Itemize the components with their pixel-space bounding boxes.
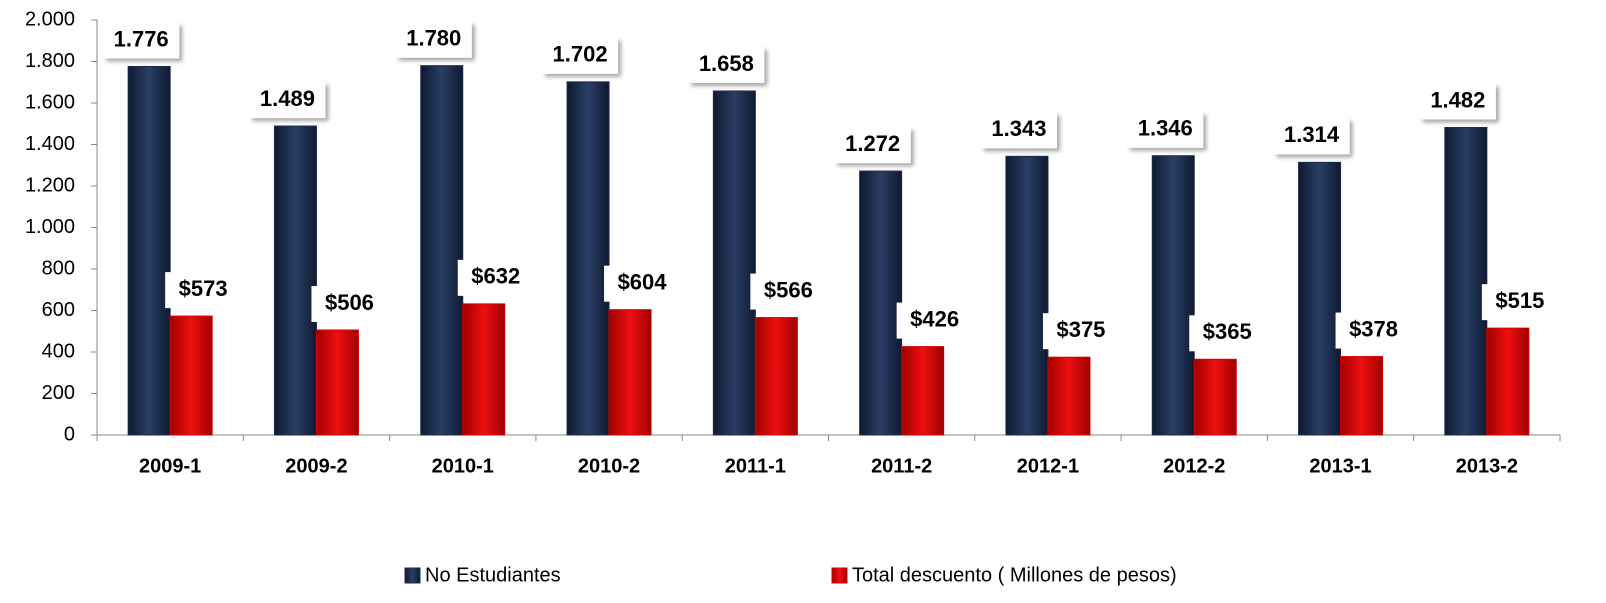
- label-box: [249, 82, 326, 119]
- bar: [315, 329, 359, 436]
- label-box: [604, 265, 681, 302]
- bar: [127, 65, 171, 436]
- label-box: [980, 112, 1057, 149]
- y-tick-label: 1.200: [25, 174, 75, 196]
- label-box: [688, 46, 765, 83]
- data-label: 1.658: [699, 51, 754, 76]
- label-box: [395, 21, 472, 58]
- y-tick-label: 0: [64, 423, 75, 445]
- y-tick-label: 1.000: [25, 216, 75, 238]
- bar: [1298, 161, 1342, 436]
- bar: [1193, 358, 1237, 436]
- data-label: 1.343: [991, 116, 1046, 141]
- data-label: 1.314: [1284, 122, 1340, 147]
- y-tick-label: 1.400: [25, 133, 75, 155]
- bar: [1486, 327, 1530, 436]
- label-box: [165, 272, 242, 309]
- data-label: 1.272: [845, 131, 900, 156]
- bar: [1151, 155, 1195, 436]
- y-tick-label: 800: [42, 257, 75, 279]
- x-tick-label: 2013-1: [1309, 455, 1371, 477]
- legend-swatch: [831, 567, 848, 584]
- x-tick-label: 2009-1: [139, 455, 201, 477]
- y-tick-label: 2.000: [25, 8, 75, 30]
- data-label: $378: [1349, 316, 1398, 341]
- data-label: $515: [1495, 288, 1544, 313]
- data-label: 1.482: [1430, 87, 1485, 112]
- x-tick-label: 2010-1: [432, 455, 494, 477]
- label-box: [311, 286, 388, 323]
- data-label: $604: [618, 269, 668, 294]
- bar: [1444, 126, 1488, 436]
- label-box: [1127, 111, 1204, 148]
- y-tick-label: 1.600: [25, 91, 75, 113]
- label-box: [834, 127, 911, 164]
- y-tick-label: 1.800: [25, 50, 75, 72]
- bar: [608, 309, 652, 436]
- bar: [754, 317, 798, 436]
- label-box: [1273, 118, 1350, 155]
- bar: [712, 90, 756, 436]
- bar: [566, 81, 610, 436]
- label-box: [103, 22, 180, 59]
- bar: [1005, 155, 1049, 436]
- label-box: [1189, 315, 1266, 352]
- label-box: [542, 37, 619, 74]
- legend-label: No Estudiantes: [425, 564, 561, 586]
- x-tick-label: 2013-2: [1456, 455, 1518, 477]
- data-label: $632: [471, 264, 520, 289]
- data-label: $506: [325, 290, 374, 315]
- bar: [462, 303, 506, 436]
- bar: [1340, 356, 1384, 436]
- x-tick-label: 2010-2: [578, 455, 640, 477]
- data-label: 1.346: [1138, 116, 1193, 141]
- data-label: 1.776: [114, 26, 169, 51]
- y-tick-label: 200: [42, 382, 75, 404]
- legend-label: Total descuento ( Millones de pesos): [852, 564, 1177, 586]
- bar: [169, 315, 213, 436]
- label-box: [896, 302, 973, 339]
- y-tick-label: 600: [42, 299, 75, 321]
- bar: [420, 65, 464, 436]
- label-box: [750, 273, 827, 310]
- data-label: 1.780: [406, 25, 461, 50]
- label-box: [1042, 313, 1119, 350]
- label-box: [1481, 284, 1558, 321]
- label-box: [1335, 312, 1412, 349]
- data-label: $566: [764, 277, 813, 302]
- data-label: $573: [179, 276, 228, 301]
- x-tick-label: 2012-2: [1163, 455, 1225, 477]
- y-tick-label: 400: [42, 340, 75, 362]
- label-box: [457, 259, 534, 296]
- data-label: $365: [1203, 319, 1252, 344]
- bar: [901, 346, 945, 436]
- bar: [273, 125, 317, 436]
- x-tick-label: 2012-1: [1017, 455, 1079, 477]
- label-box: [1419, 83, 1496, 120]
- data-label: 1.489: [260, 86, 315, 111]
- x-tick-label: 2009-2: [285, 455, 347, 477]
- data-label: $426: [910, 306, 959, 331]
- data-label: $375: [1056, 317, 1105, 342]
- x-tick-label: 2011-1: [725, 455, 786, 477]
- data-label: 1.702: [553, 42, 608, 67]
- legend-swatch: [404, 567, 421, 584]
- x-tick-label: 2011-2: [871, 455, 932, 477]
- bar: [1047, 356, 1091, 436]
- bar: [859, 170, 903, 436]
